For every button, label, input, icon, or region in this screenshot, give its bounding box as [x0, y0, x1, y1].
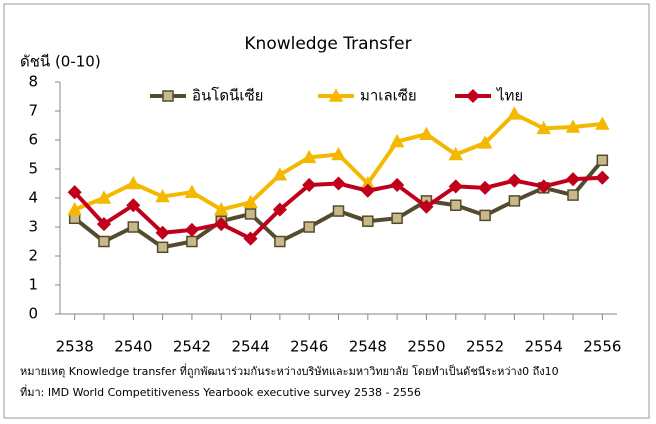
legend-label: มาเลเซีย [360, 87, 417, 105]
data-point [507, 106, 522, 120]
data-point [360, 183, 375, 198]
data-point [184, 222, 199, 237]
data-point [567, 189, 579, 201]
data-point [213, 202, 229, 216]
data-point [448, 179, 463, 194]
data-point [478, 180, 493, 195]
data-point [508, 195, 521, 207]
data-point [184, 184, 200, 198]
data-point [67, 202, 82, 216]
data-point [331, 176, 346, 191]
data-point [98, 235, 110, 248]
data-point [389, 133, 405, 148]
data-point [362, 215, 374, 227]
y-tick-label: 2 [28, 247, 38, 265]
x-tick-label: 2544 [231, 338, 269, 356]
data-point [507, 173, 522, 188]
legend-marker [162, 90, 174, 102]
data-point [243, 194, 258, 209]
x-tick-label: 2542 [173, 338, 211, 356]
data-point [302, 177, 317, 193]
y-tick-label: 8 [28, 73, 38, 91]
data-point [419, 199, 434, 214]
y-tick-label: 1 [28, 276, 38, 294]
data-point [244, 208, 257, 220]
data-point [186, 235, 198, 248]
x-tick-label: 2546 [290, 338, 328, 356]
x-tick-label: 2540 [114, 338, 152, 356]
data-point [565, 119, 581, 133]
data-point [536, 120, 551, 135]
data-point [332, 205, 345, 217]
data-point [126, 198, 141, 213]
y-tick-label: 6 [28, 131, 38, 149]
chart-title: Knowledge Transfer [244, 34, 411, 54]
data-point [448, 146, 464, 161]
data-point [155, 225, 170, 240]
data-point [479, 209, 491, 222]
data-point [214, 217, 229, 232]
legend-marker [328, 88, 344, 102]
x-tick-label: 2550 [407, 338, 445, 356]
footnote: หมายเหตุ Knowledge transfer ที่ถูกพัฒนาร… [20, 363, 559, 378]
y-tick-label: 5 [28, 160, 38, 178]
data-point [419, 126, 434, 140]
data-point [595, 116, 610, 130]
x-tick-label: 2538 [56, 338, 94, 356]
data-point [127, 221, 140, 233]
data-point [272, 167, 288, 181]
data-point [155, 188, 170, 203]
x-tick-label: 2556 [583, 338, 621, 356]
data-point [331, 146, 346, 161]
x-tick-label: 2548 [349, 338, 387, 356]
legend-label: อินโดนีเซีย [192, 87, 263, 105]
y-tick-label: 7 [28, 102, 38, 120]
y-axis-label: ดัชนี (0-10) [20, 53, 101, 71]
data-point [126, 175, 141, 190]
data-point [96, 217, 112, 232]
data-point [450, 199, 462, 211]
data-point [565, 172, 581, 187]
data-point [272, 202, 287, 217]
legend-label: ไทย [496, 87, 523, 105]
source: ที่มา: IMD World Competitiveness Yearboo… [20, 384, 421, 399]
data-point [595, 170, 610, 185]
y-tick-label: 0 [28, 305, 38, 323]
data-point [301, 149, 317, 164]
data-point [156, 241, 169, 254]
data-point [67, 185, 82, 200]
data-point [96, 190, 112, 204]
data-point [477, 135, 493, 149]
x-tick-label: 2554 [525, 338, 563, 356]
data-point [596, 154, 609, 167]
data-point [391, 212, 403, 225]
legend-marker [465, 88, 481, 104]
y-tick-label: 3 [28, 218, 38, 236]
y-tick-label: 4 [28, 189, 38, 207]
data-point [390, 177, 405, 193]
x-tick-label: 2552 [466, 338, 504, 356]
data-point [536, 179, 551, 194]
data-point [274, 235, 286, 248]
data-point [303, 221, 315, 233]
data-point [243, 231, 258, 246]
chart-frame [3, 3, 650, 419]
